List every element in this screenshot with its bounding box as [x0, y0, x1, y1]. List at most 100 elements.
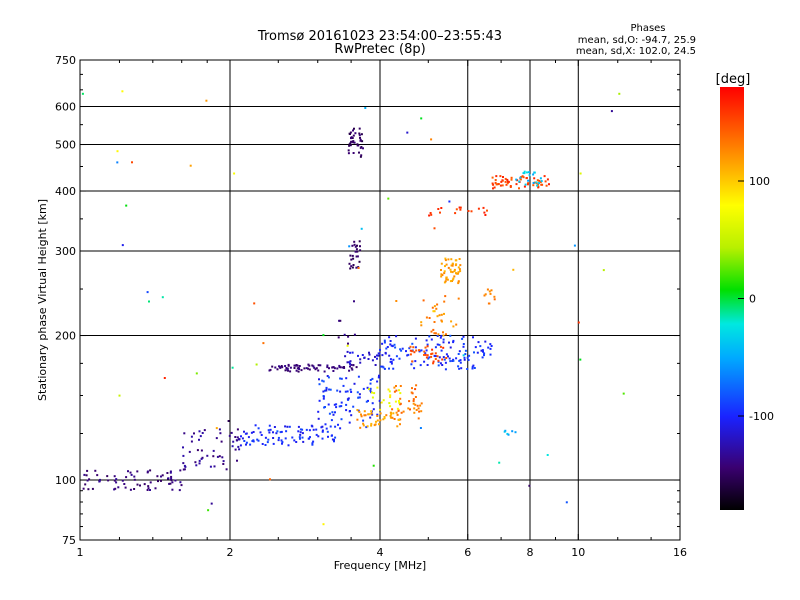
data-point — [484, 293, 487, 296]
data-point — [116, 161, 119, 164]
data-point — [431, 348, 434, 351]
data-point — [266, 441, 269, 444]
data-point — [349, 362, 351, 365]
data-point — [345, 403, 348, 406]
data-point — [218, 428, 221, 431]
data-point — [190, 435, 193, 438]
data-point — [212, 449, 215, 452]
data-point — [458, 359, 461, 362]
data-point — [369, 382, 372, 385]
data-point — [161, 296, 164, 299]
data-point — [436, 355, 439, 358]
data-point — [113, 488, 116, 491]
data-point — [439, 336, 442, 339]
data-point — [431, 306, 434, 309]
data-point — [420, 117, 423, 120]
data-point — [281, 441, 284, 444]
data-point — [198, 462, 201, 465]
data-point — [346, 350, 349, 353]
data-point — [449, 334, 452, 337]
data-point — [302, 440, 305, 443]
data-point — [452, 359, 455, 362]
data-point — [458, 268, 461, 271]
data-point — [358, 393, 361, 396]
data-point — [318, 378, 320, 381]
data-point — [415, 349, 418, 352]
data-point — [210, 502, 213, 505]
data-point — [301, 432, 304, 435]
data-point — [379, 412, 382, 415]
data-point — [461, 337, 464, 340]
data-point — [261, 443, 264, 445]
data-point — [483, 352, 486, 355]
data-point — [424, 346, 427, 349]
data-point — [189, 164, 192, 167]
data-point — [413, 411, 416, 414]
data-point — [505, 183, 508, 186]
data-point — [130, 473, 133, 476]
data-point — [443, 270, 446, 273]
data-point — [293, 439, 296, 442]
data-point — [170, 475, 173, 478]
data-point — [425, 349, 428, 352]
data-point — [194, 461, 197, 464]
data-point — [490, 345, 493, 347]
data-point — [440, 334, 443, 337]
data-point — [329, 388, 332, 391]
data-point — [526, 171, 528, 174]
data-point — [519, 178, 522, 181]
data-point — [464, 353, 467, 356]
data-point — [473, 351, 475, 354]
data-point — [358, 151, 360, 154]
data-point — [271, 365, 274, 368]
data-point — [230, 431, 233, 434]
data-point — [353, 141, 356, 144]
data-point — [399, 418, 402, 421]
data-point — [504, 177, 507, 180]
data-point — [466, 368, 469, 370]
data-point — [293, 367, 296, 369]
x-tick-label: 2 — [227, 546, 234, 559]
data-point — [291, 436, 294, 439]
data-point — [178, 489, 181, 492]
data-point — [459, 264, 462, 267]
data-point — [383, 416, 386, 418]
data-point — [347, 149, 350, 152]
data-point — [308, 368, 311, 371]
data-point — [259, 431, 262, 434]
data-point — [254, 424, 257, 427]
data-point — [486, 288, 489, 291]
data-point — [390, 360, 393, 363]
data-point — [347, 397, 350, 400]
data-point — [338, 366, 341, 369]
data-point — [322, 523, 325, 526]
data-point — [428, 317, 431, 319]
data-point — [350, 367, 353, 370]
colorbar-label: [deg] — [716, 72, 751, 87]
data-point — [432, 310, 435, 313]
data-point — [243, 430, 245, 433]
data-point — [228, 434, 231, 437]
data-point — [450, 320, 453, 323]
data-point — [440, 313, 443, 316]
stats-heading: Phases — [630, 23, 665, 34]
data-point — [285, 367, 288, 369]
data-point — [203, 429, 206, 432]
data-point — [358, 411, 361, 413]
data-point — [352, 134, 355, 137]
data-point — [444, 361, 447, 364]
data-point — [339, 366, 342, 369]
data-point — [353, 382, 356, 385]
data-point — [423, 350, 426, 353]
data-point — [411, 387, 413, 390]
data-point — [395, 385, 397, 387]
data-point — [324, 389, 326, 392]
data-point — [353, 240, 356, 243]
data-point — [201, 456, 204, 459]
data-point — [463, 358, 466, 361]
data-point — [455, 357, 458, 360]
data-point — [368, 351, 370, 354]
data-point — [528, 174, 531, 177]
data-point — [333, 367, 336, 370]
data-point — [457, 272, 459, 275]
